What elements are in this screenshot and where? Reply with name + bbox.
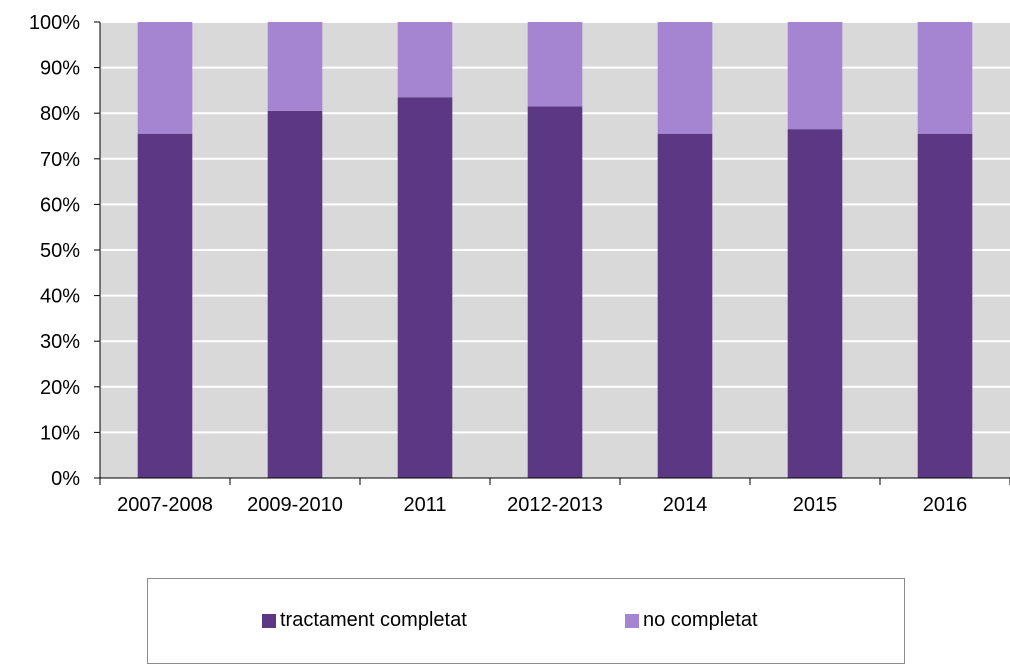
bar-no-completat (397, 22, 453, 98)
bar-no-completat (917, 22, 973, 134)
x-axis-ticks: 2007-2008 2009-2010 2011 2012-2013 2014 2015 2… (99, 478, 1010, 516)
y-axis-ticks: 0% 10% 20% 30% 40% 50% 60% 70% 80% 90% 100% (29, 12, 100, 490)
bar-tractament-completat (787, 129, 843, 478)
y-tick-label: 20% (40, 377, 80, 399)
x-tick-label: 2014 (663, 494, 708, 516)
bar-no-completat (657, 22, 713, 134)
bar-tractament-completat (657, 133, 713, 478)
y-tick-label: 30% (40, 331, 80, 353)
y-tick-label: 40% (40, 286, 80, 308)
x-tick-label: 2009-2010 (247, 494, 343, 516)
x-tick-label: 2007-2008 (117, 494, 213, 516)
bar-no-completat (137, 22, 193, 134)
y-tick-label: 80% (40, 103, 80, 125)
legend: tractament completat no completat (147, 578, 905, 664)
y-tick-label: 90% (40, 58, 80, 80)
legend-label: no completat (643, 609, 758, 631)
bar-tractament-completat (397, 97, 453, 479)
x-tick-label: 2011 (403, 494, 446, 516)
stacked-bar-chart: 0% 10% 20% 30% 40% 50% 60% 70% 80% 90% 100% 2007-2… (29, 12, 1010, 516)
y-tick-label: 70% (40, 149, 80, 171)
bar-tractament-completat (137, 133, 193, 478)
legend-label: tractament completat (280, 609, 467, 631)
bar-tractament-completat (267, 110, 323, 479)
legend-swatch-no-completat (625, 613, 639, 628)
bar-no-completat (787, 22, 843, 130)
legend-swatch-tractament-completat (262, 613, 276, 628)
x-tick-label: 2016 (923, 494, 968, 516)
x-tick-label: 2015 (793, 494, 838, 516)
y-tick-label: 0% (51, 468, 80, 490)
y-tick-label: 10% (40, 422, 80, 444)
bars (137, 22, 973, 479)
x-tick-label: 2012-2013 (507, 494, 603, 516)
bar-no-completat (527, 22, 583, 107)
legend-item-no-completat: no completat (625, 609, 758, 632)
y-tick-label: 60% (40, 194, 80, 216)
y-tick-label: 100% (29, 12, 80, 34)
y-tick-label: 50% (40, 240, 80, 262)
bar-tractament-completat (917, 133, 973, 478)
legend-item-tractament-completat: tractament completat (262, 609, 467, 632)
bar-tractament-completat (527, 106, 583, 479)
bar-no-completat (267, 22, 323, 111)
